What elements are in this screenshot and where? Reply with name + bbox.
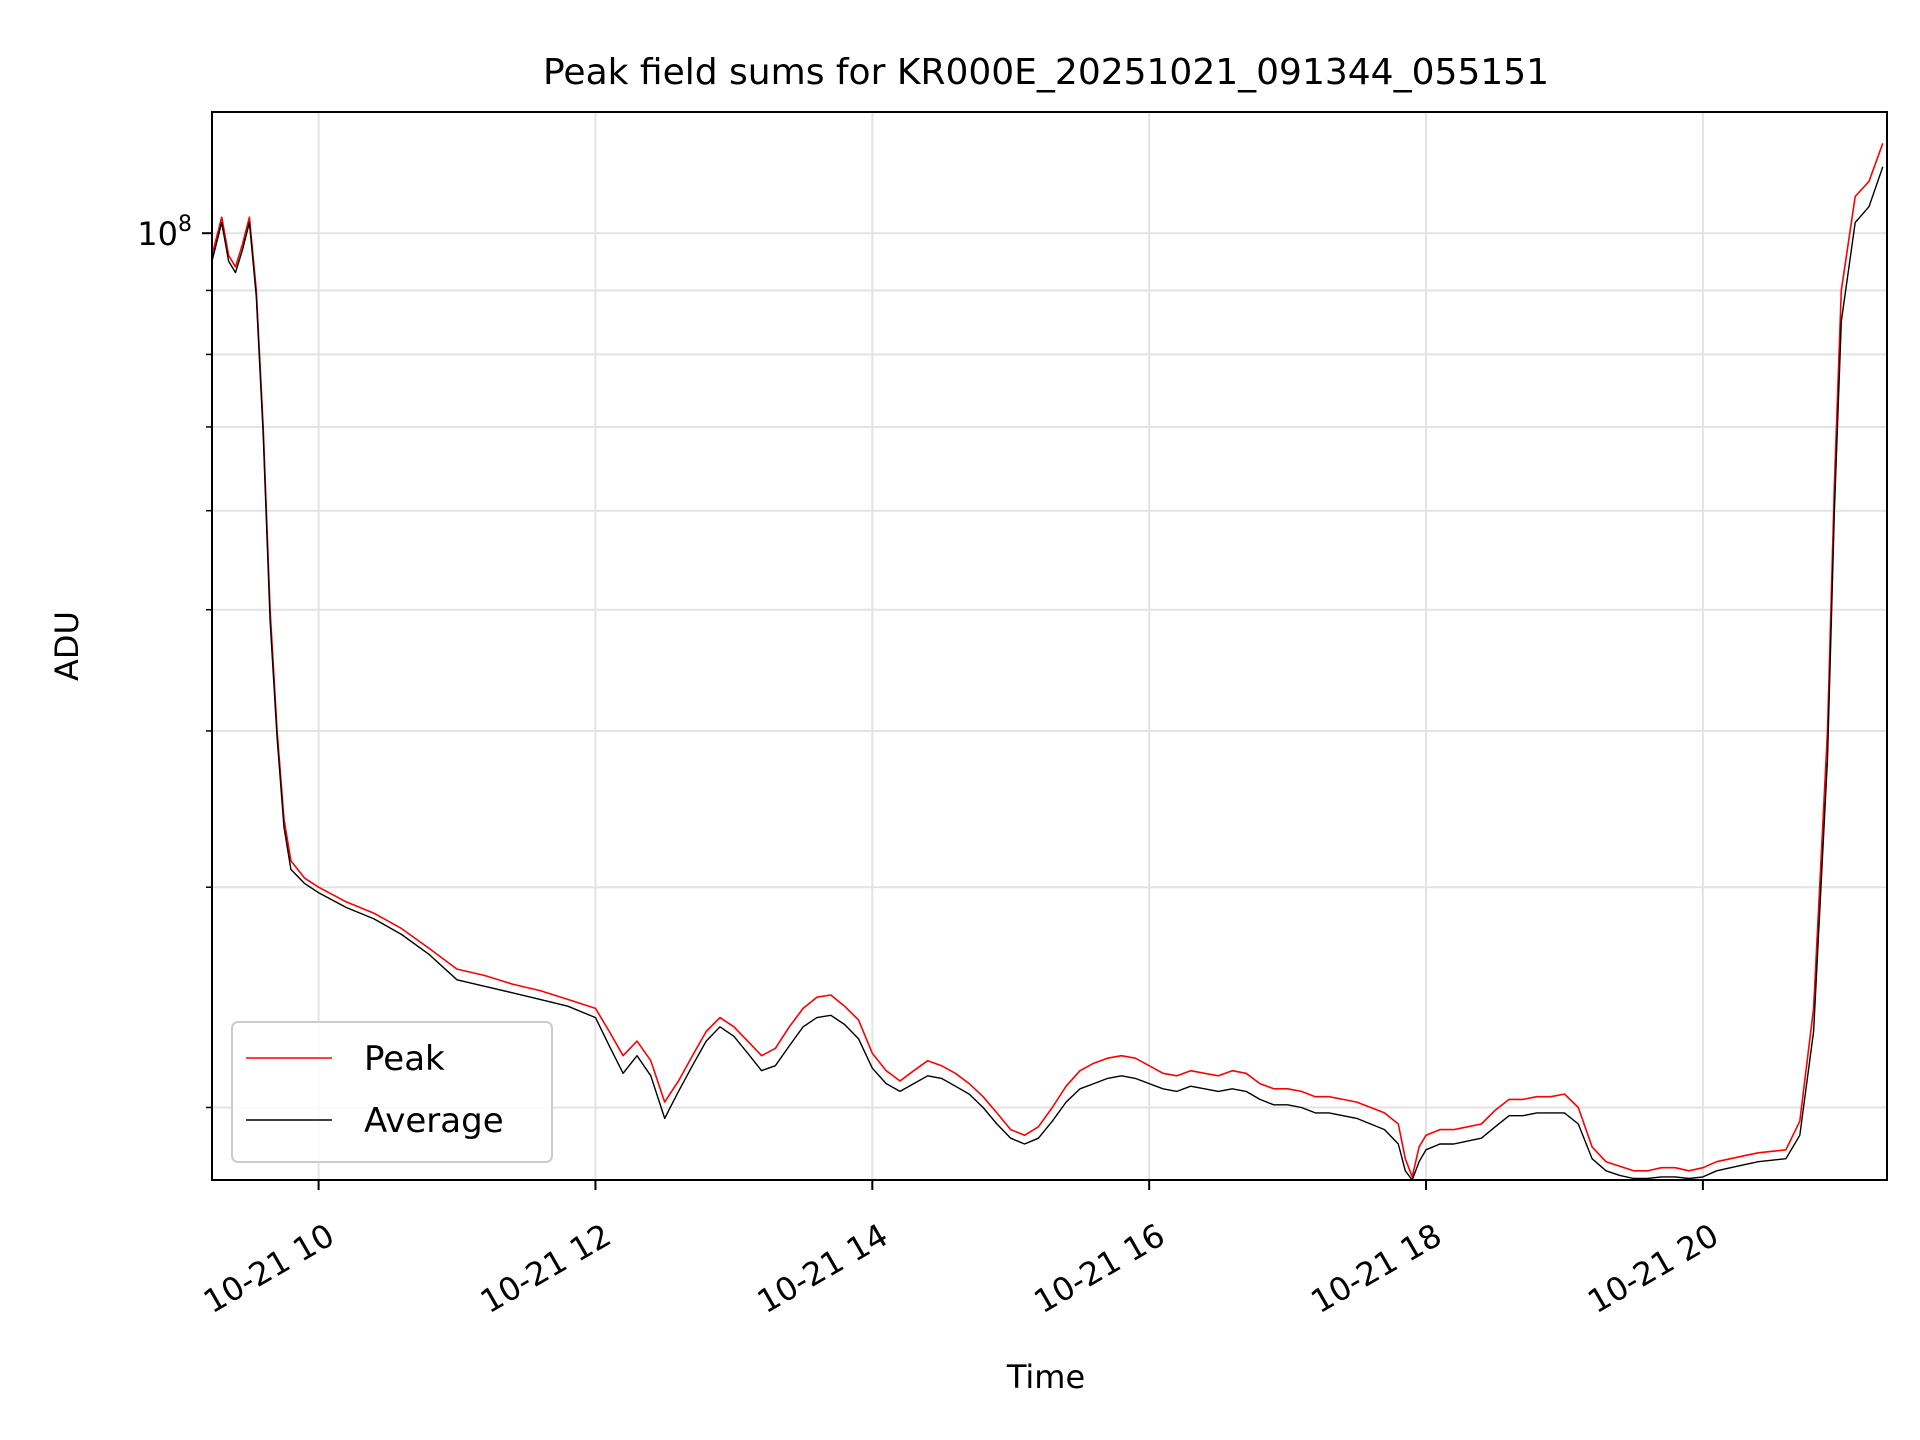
series-line-peak <box>212 143 1884 1178</box>
legend-peak-label: Peak <box>364 1039 445 1079</box>
series-line-average <box>212 166 1884 1180</box>
y-axis-label: ADU <box>48 611 86 681</box>
y-axis-ticks: 108 <box>137 212 212 1109</box>
series-layer <box>212 143 1884 1180</box>
legend-average-label: Average <box>364 1101 504 1141</box>
legend: Peak Average <box>231 1021 553 1163</box>
chart-title: Peak field sums for KR000E_20251021_0913… <box>543 52 1549 93</box>
x-axis-label: Time <box>1006 1358 1085 1396</box>
plot-frame <box>211 111 1888 1181</box>
legend-box <box>231 1021 553 1163</box>
grid <box>212 112 1887 1180</box>
y-tick-label: 108 <box>137 212 192 253</box>
